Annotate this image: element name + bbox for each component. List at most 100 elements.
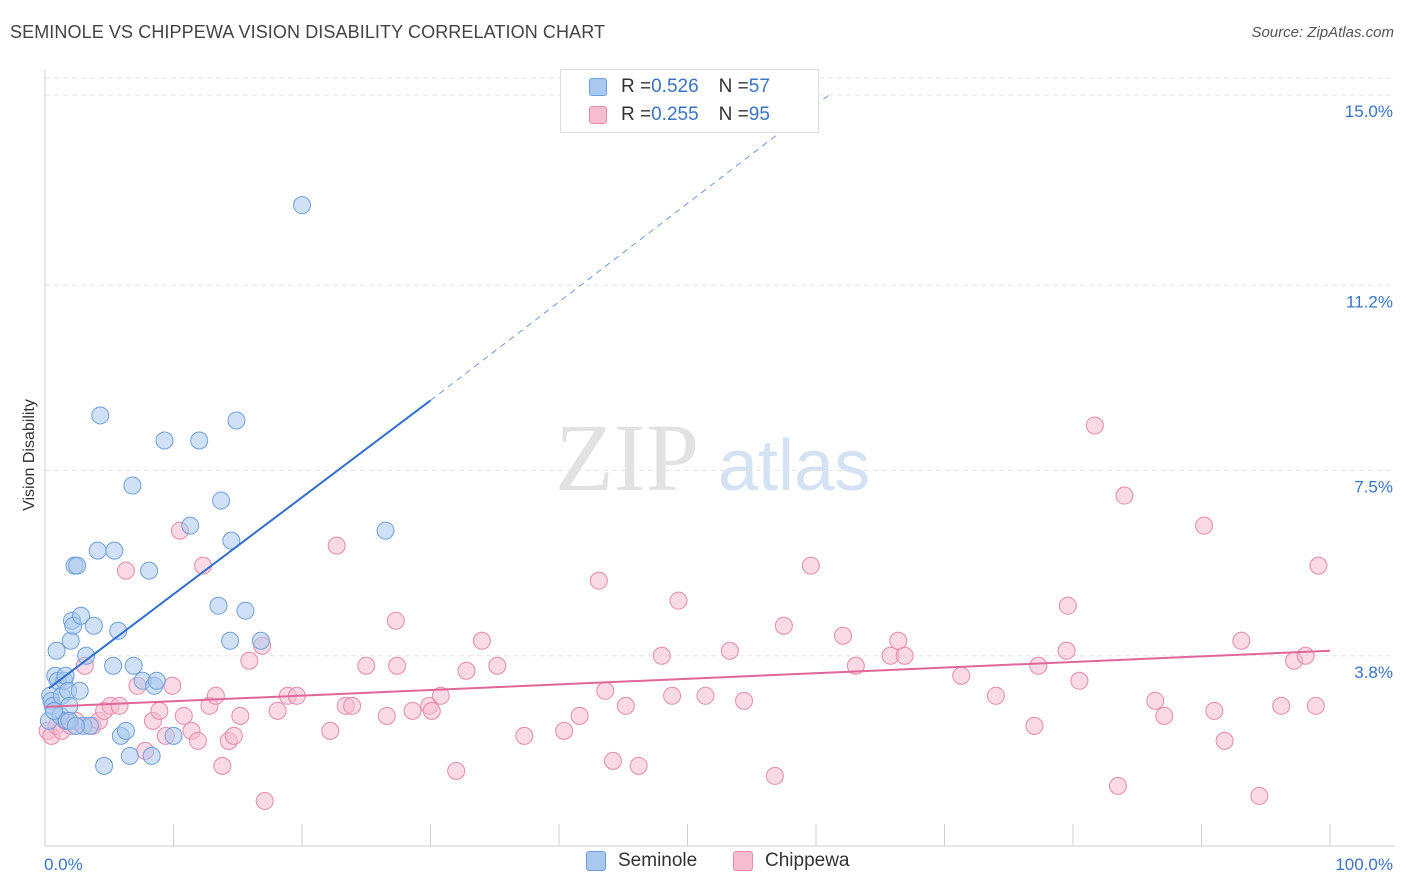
chippewa-point xyxy=(629,756,648,775)
chippewa-point xyxy=(555,721,574,740)
chippewa-trend-line xyxy=(44,649,1331,708)
chippewa-point xyxy=(616,696,635,715)
chippewa-point xyxy=(1070,671,1089,690)
legend-label-chippewa: Chippewa xyxy=(765,850,850,871)
chippewa-point xyxy=(1057,641,1076,660)
chippewa-point xyxy=(774,616,793,635)
chippewa-point xyxy=(188,731,207,750)
chippewa-point xyxy=(1309,556,1328,575)
chippewa-point xyxy=(1250,786,1269,805)
chippewa-point xyxy=(765,766,784,785)
seminole-point xyxy=(123,476,142,495)
seminole-point xyxy=(222,531,241,550)
chippewa-point xyxy=(669,591,688,610)
y-tick-label: 3.8% xyxy=(1354,663,1393,682)
seminole-point xyxy=(84,616,103,635)
chart-title: SEMINOLE VS CHIPPEWA VISION DISABILITY C… xyxy=(10,22,606,42)
chippewa-point xyxy=(386,611,405,630)
chippewa-point xyxy=(327,536,346,555)
chippewa-point xyxy=(457,661,476,680)
y-tick-label: 15.0% xyxy=(1345,102,1393,121)
watermark-zip: ZIP xyxy=(555,404,699,511)
legend-label-seminole: Seminole xyxy=(618,850,698,871)
y-tick-label: 11.2% xyxy=(1346,292,1393,311)
chippewa-point xyxy=(357,656,376,675)
chippewa-point xyxy=(1155,706,1174,725)
chippewa-points xyxy=(38,416,1328,810)
chippewa-point xyxy=(1296,646,1315,665)
watermark-atlas: atlas xyxy=(718,426,870,506)
seminole-point xyxy=(124,656,143,675)
seminole-point xyxy=(116,721,135,740)
chippewa-point xyxy=(846,656,865,675)
seminole-point xyxy=(209,596,228,615)
seminole-point xyxy=(66,716,85,735)
legend-row-chippewa: R = 0.255 N = 95 xyxy=(561,101,770,129)
chippewa-point xyxy=(663,686,682,705)
seminole-trend-extension xyxy=(430,94,830,401)
n-value: 95 xyxy=(748,104,770,125)
chippewa-point xyxy=(110,696,129,715)
r-label: R = xyxy=(621,104,652,125)
chippewa-point xyxy=(1306,696,1325,715)
chippewa-point xyxy=(652,646,671,665)
chippewa-point xyxy=(1085,416,1104,435)
chippewa-point xyxy=(255,791,274,810)
seminole-point xyxy=(91,406,110,425)
source-label: Source: ZipAtlas.com xyxy=(1251,24,1394,41)
chippewa-point xyxy=(1029,656,1048,675)
seminole-point xyxy=(212,491,231,510)
chippewa-point xyxy=(1025,716,1044,735)
chippewa-point xyxy=(321,721,340,740)
chippewa-point xyxy=(422,701,441,720)
chippewa-point xyxy=(403,701,422,720)
chippewa-point xyxy=(1115,486,1134,505)
seminole-points xyxy=(39,196,395,775)
chippewa-point xyxy=(150,701,169,720)
chippewa-point xyxy=(116,561,135,580)
chippewa-point xyxy=(515,726,534,745)
chippewa-swatch xyxy=(733,851,753,871)
chippewa-point xyxy=(206,686,225,705)
chippewa-point xyxy=(833,626,852,645)
seminole-point xyxy=(61,631,80,650)
r-label: R = xyxy=(621,76,652,97)
legend-item-chippewa: Chippewa xyxy=(733,850,850,872)
chippewa-point xyxy=(377,706,396,725)
x-tick-label: 100.0% xyxy=(1335,855,1393,874)
seminole-point xyxy=(376,521,395,540)
seminole-point xyxy=(147,671,166,690)
seminole-point xyxy=(181,516,200,535)
chippewa-point xyxy=(231,706,250,725)
chippewa-point xyxy=(240,651,259,670)
chippewa-point xyxy=(952,666,971,685)
seminole-point xyxy=(88,541,107,560)
chippewa-point xyxy=(696,686,715,705)
chippewa-point xyxy=(1108,776,1127,795)
n-value: 57 xyxy=(748,76,770,97)
seminole-swatch xyxy=(586,851,606,871)
seminole-point xyxy=(236,601,255,620)
x-tick-label: 0.0% xyxy=(44,855,83,874)
chippewa-swatch xyxy=(589,106,607,124)
chippewa-point xyxy=(224,726,243,745)
chippewa-point xyxy=(174,706,193,725)
chippewa-point xyxy=(801,556,820,575)
seminole-point xyxy=(155,431,174,450)
seminole-point xyxy=(105,541,124,560)
chippewa-point xyxy=(488,656,507,675)
chippewa-point xyxy=(431,686,450,705)
legend-item-seminole: Seminole xyxy=(586,850,697,872)
chippewa-point xyxy=(1146,691,1165,710)
stats-legend: R = 0.526 N = 57 R = 0.255 N = 95 xyxy=(560,69,819,133)
trend-lines xyxy=(44,94,1331,708)
seminole-point xyxy=(227,411,246,430)
seminole-point xyxy=(221,631,240,650)
chippewa-point xyxy=(1058,596,1077,615)
chippewa-point xyxy=(472,631,491,650)
series-legend: Seminole Chippewa xyxy=(0,850,1406,878)
seminole-point xyxy=(164,726,183,745)
chippewa-point xyxy=(589,571,608,590)
seminole-point xyxy=(190,431,209,450)
chippewa-point xyxy=(895,646,914,665)
